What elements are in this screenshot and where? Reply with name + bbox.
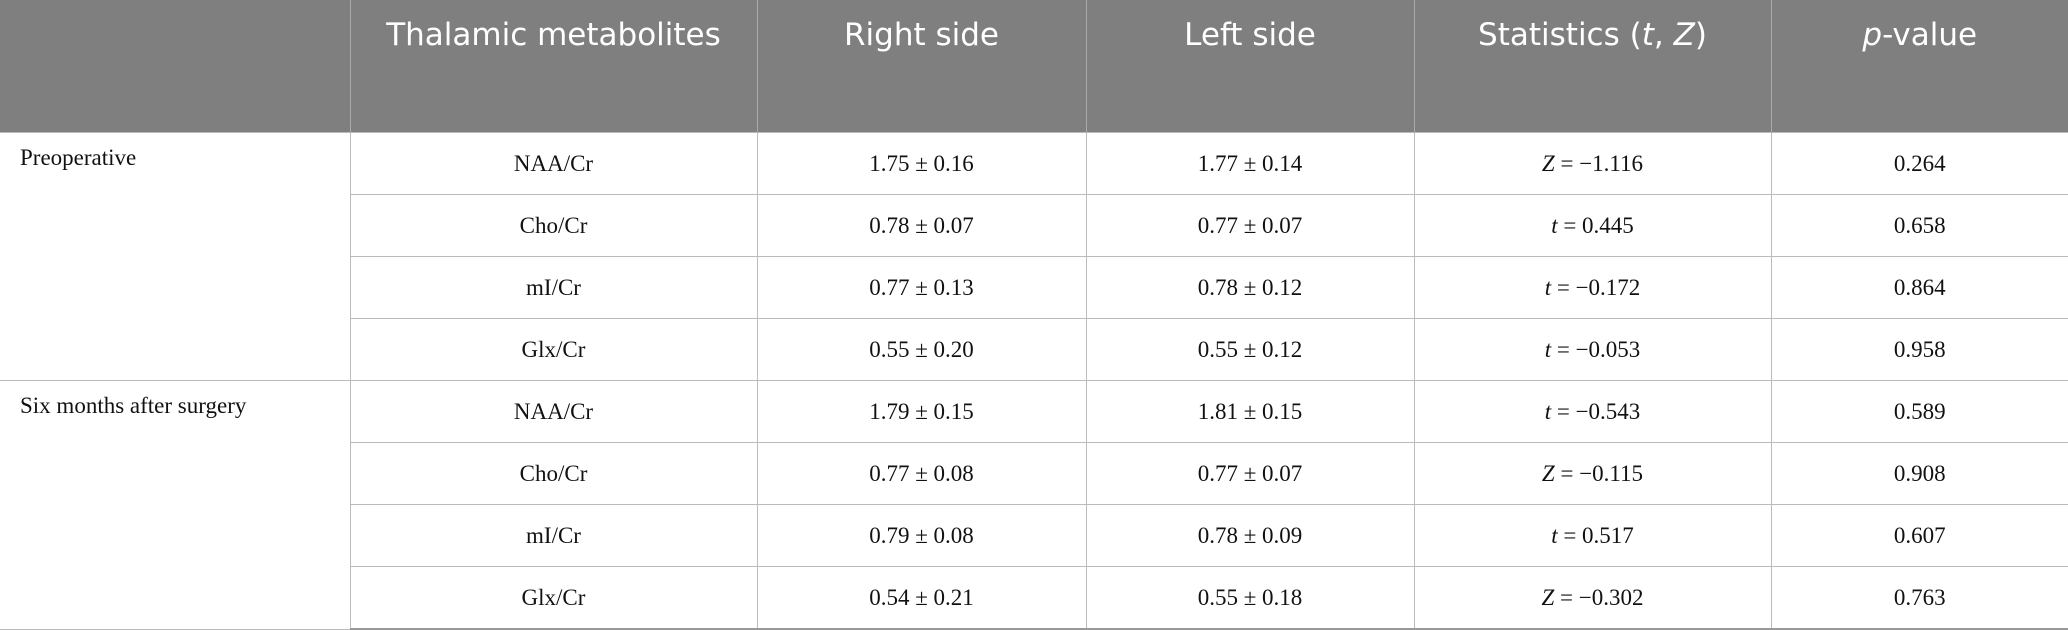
table-row: mI/Cr 0.79 ± 0.08 0.78 ± 0.09 t = 0.517 0.60… [0,504,2068,567]
stat-symbol: t [1544,274,1552,300]
metabolite-cell: mI/Cr [349,504,758,567]
stat-value: = −0.053 [1556,336,1641,362]
p-value-cell: 0.589 [1770,380,2068,443]
right-cell: 1.75 ± 0.16 [756,132,1087,195]
header-cell: Right side [756,0,1086,133]
metabolite-cell: Cho/Cr [349,442,758,505]
left-cell: 0.77 ± 0.07 [1085,442,1415,505]
left-cell: 0.78 ± 0.12 [1085,256,1415,319]
stat-value: = −1.116 [1560,150,1644,176]
p-value-cell: 0.908 [1770,442,2068,505]
right-cell: 1.79 ± 0.15 [756,380,1087,443]
text: p [1862,17,1883,53]
stat-value: = −0.115 [1560,460,1644,486]
metabolite-cell: Glx/Cr [349,318,758,381]
left-cell: 1.77 ± 0.14 [1085,132,1415,195]
p-value-cell: 0.958 [1770,318,2068,381]
metabolite-cell: Cho/Cr [349,194,758,257]
stat-symbol: t [1544,398,1552,424]
stat-value: = −0.543 [1556,398,1641,424]
table-row: Cho/Cr 0.77 ± 0.08 0.77 ± 0.07 Z = −0.115 0.… [0,442,2068,505]
stat-symbol: t [1544,336,1552,362]
left-cell: 0.77 ± 0.07 [1085,194,1415,257]
right-cell: 0.55 ± 0.20 [756,318,1087,381]
right-cell: 0.79 ± 0.08 [756,504,1087,567]
stat-symbol: Z [1541,584,1555,610]
left-cell: 0.78 ± 0.09 [1085,504,1415,567]
text: ) [1694,17,1707,53]
header-cell: Thalamic metabolites [349,0,757,133]
stat-value: = −0.172 [1556,274,1641,300]
text: Statistics ( [1478,17,1642,53]
stat-symbol: Z [1541,150,1555,176]
text: , [1653,17,1674,53]
statistic-cell: t = 0.517 [1413,504,1772,567]
text: t [1641,17,1654,53]
table-row: Six months after surgery NAA/Cr 1.79 ± 0.1… [0,380,2068,630]
header-cell: Left side [1085,0,1414,133]
group-cell: Six months after surgery [0,380,351,630]
statistic-cell: t = −0.053 [1413,318,1772,381]
statistic-cell: Z = −1.116 [1413,132,1772,195]
header-row: Thalamic metabolites Right side Left sid… [0,0,2068,133]
text: -value [1882,17,1978,53]
table-row: Glx/Cr 0.55 ± 0.20 0.55 ± 0.12 t = −0.053 0.… [0,318,2068,381]
right-cell: 0.54 ± 0.21 [756,566,1087,630]
metabolite-cell: Glx/Cr [349,566,758,630]
statistic-cell: t = 0.445 [1413,194,1772,257]
left-cell: 1.81 ± 0.15 [1085,380,1415,443]
right-cell: 0.78 ± 0.07 [756,194,1087,257]
table-row: Glx/Cr 0.54 ± 0.21 0.55 ± 0.18 Z = −0.302 0.… [0,566,2068,630]
metabolite-cell: NAA/Cr [349,132,758,195]
left-cell: 0.55 ± 0.18 [1085,566,1415,630]
stat-symbol: t [1551,522,1558,548]
right-cell: 0.77 ± 0.13 [756,256,1087,319]
metabolite-cell: mI/Cr [349,256,758,319]
p-value-cell: 0.658 [1770,194,2068,257]
p-value-cell: 0.763 [1770,566,2068,630]
stat-value: = 0.517 [1563,522,1634,548]
statistic-cell: Z = −0.115 [1413,442,1772,505]
header-cell: Statistics (t, Z) [1413,0,1771,133]
metabolite-cell: NAA/Cr [349,380,758,443]
left-cell: 0.55 ± 0.12 [1085,318,1415,381]
p-value-cell: 0.607 [1770,504,2068,567]
statistic-cell: t = −0.543 [1413,380,1772,443]
header-cell: p-value [1770,0,2068,133]
stat-symbol: Z [1541,460,1555,486]
right-cell: 0.77 ± 0.08 [756,442,1087,505]
table-row: Preoperative NAA/Cr 1.75 ± 0.16 1.77 ± 0.14… [0,132,2068,381]
group-cell: Preoperative [0,132,351,381]
p-value-cell: 0.864 [1770,256,2068,319]
stat-value: = 0.445 [1563,212,1634,238]
table-row: mI/Cr 0.77 ± 0.13 0.78 ± 0.12 t = −0.172 0.8… [0,256,2068,319]
header-cell [0,0,350,133]
text: Z [1673,17,1695,53]
p-value-cell: 0.264 [1770,132,2068,195]
stat-value: = −0.302 [1560,584,1644,610]
statistic-cell: t = −0.172 [1413,256,1772,319]
table-body: Preoperative NAA/Cr 1.75 ± 0.16 1.77 ± 0.14… [0,132,2068,630]
statistic-cell: Z = −0.302 [1413,566,1772,630]
stat-symbol: t [1551,212,1558,238]
